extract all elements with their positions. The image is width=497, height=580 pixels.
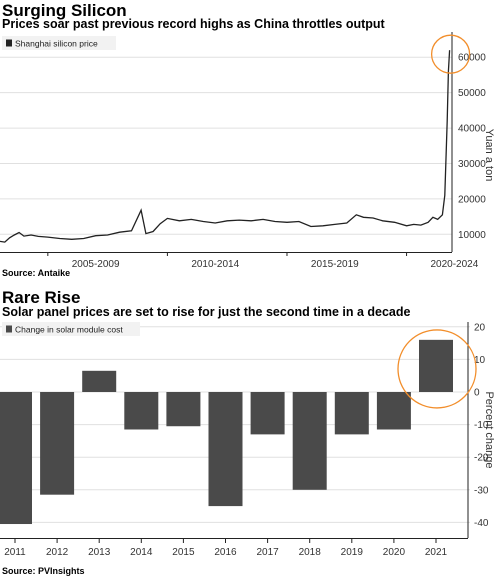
chart1-gridlines — [0, 56, 452, 235]
chart1-legend: Shanghai silicon price — [2, 36, 116, 50]
chart2-subtitle: Solar panel prices are set to rise for j… — [2, 305, 411, 319]
chart2-y-tick-label: -30 — [474, 485, 489, 496]
chart2-y-tick-label: 10 — [474, 355, 486, 366]
chart1-y-tick-label: 40000 — [458, 124, 486, 135]
bar-2012 — [40, 392, 75, 495]
chart1-y-tick-label: 10000 — [458, 230, 486, 241]
bar-2014 — [124, 392, 159, 430]
chart2-legend: Change in solar module cost — [2, 322, 140, 336]
chart2-y-axis: 20 10 0 -10 -20 -30 -40 — [467, 322, 489, 538]
silicon-price-line-chart: 10000 20000 30000 40000 50000 60000 2005-2009… — [0, 32, 495, 270]
chart2-bars — [0, 339, 453, 525]
chart1-y-axis-label: Yuan a ton — [483, 129, 495, 182]
year-2021-highlight-circle — [397, 329, 477, 409]
chart2-y-axis-label: Percent change — [483, 391, 495, 468]
chart1-x-tick-label: 2010-2014 — [191, 259, 239, 270]
chart2-y-tick-label: -10 — [474, 420, 489, 431]
chart1-y-tick-label: 50000 — [458, 88, 486, 99]
bar-2021 — [419, 339, 453, 392]
chart1-y-tick-label: 60000 — [458, 53, 486, 64]
chart2-x-tick-label: 2013 — [88, 547, 111, 558]
chart1-x-tick-label: 2020-2024 — [430, 259, 478, 270]
chart1-legend-label: Shanghai silicon price — [15, 39, 98, 49]
bar-2015 — [166, 392, 201, 427]
bar-2011 — [0, 392, 32, 525]
chart1-y-axis: 10000 20000 30000 40000 50000 60000 — [451, 32, 486, 252]
chart2-x-tick-label: 2019 — [341, 547, 364, 558]
chart2-x-tick-label: 2020 — [383, 547, 406, 558]
bar-2019 — [334, 392, 369, 435]
chart1-subtitle: Prices soar past previous record highs a… — [2, 17, 385, 31]
chart1-legend-swatch — [6, 39, 12, 47]
chart1-x-tick-label: 2015-2019 — [311, 259, 359, 270]
chart2-y-tick-label: -20 — [474, 453, 489, 464]
chart1-source: Source: Antaike — [2, 268, 71, 278]
chart1-y-tick-label: 30000 — [458, 159, 486, 170]
chart2-title: Rare Rise — [2, 288, 81, 307]
bar-2018 — [292, 392, 327, 490]
chart1-title: Surging Silicon — [2, 1, 127, 20]
chart2-x-tick-label: 2016 — [214, 547, 237, 558]
bar-2017 — [250, 392, 285, 435]
silicon-price-series-line — [0, 50, 451, 243]
chart2-legend-label: Change in solar module cost — [15, 325, 123, 335]
latest-value-highlight-circle — [430, 34, 471, 74]
chart2-x-tick-label: 2015 — [172, 547, 195, 558]
bar-2016 — [208, 392, 243, 507]
chart2-x-tick-label: 2017 — [256, 547, 279, 558]
chart2-legend-box — [2, 322, 140, 336]
chart2-x-tick-label: 2021 — [425, 547, 448, 558]
chart1-legend-box — [2, 36, 116, 50]
chart2-legend-swatch — [6, 325, 12, 333]
chart2-x-tick-label: 2011 — [4, 547, 26, 558]
chart1-x-tick-label: 2005-2009 — [72, 259, 120, 270]
chart2-x-tick-label: 2014 — [130, 547, 153, 558]
chart2-x-axis: 2011 2012 2013 2014 2015 2016 2017 2018 2019 2020… — [0, 538, 468, 558]
bar-2020 — [376, 392, 411, 430]
chart2-y-tick-label: 20 — [474, 322, 486, 333]
chart1-y-tick-label: 20000 — [458, 194, 486, 205]
chart2-source: Source: PVInsights — [2, 566, 85, 576]
chart2-x-tick-label: 2018 — [299, 547, 322, 558]
chart1-x-axis: 2005-2009 2010-2014 2015-2019 2020-2024 — [0, 252, 479, 270]
chart2-x-tick-label: 2012 — [46, 547, 69, 558]
chart2-y-tick-label: -40 — [474, 518, 489, 529]
chart2-y-tick-label: 0 — [474, 388, 480, 399]
bar-2013 — [82, 370, 117, 392]
